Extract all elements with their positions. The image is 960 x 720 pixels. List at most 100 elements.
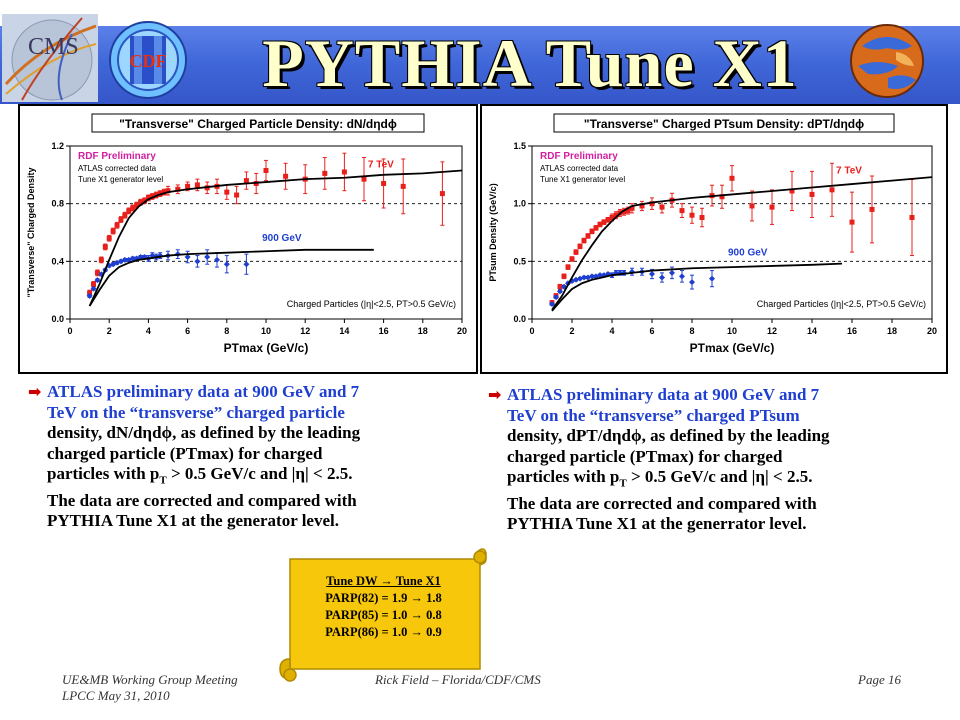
data-point-7tev (322, 170, 328, 176)
data-point-7tev (91, 281, 97, 287)
x-tick-label: 16 (379, 326, 389, 336)
y-tick-label: 0.0 (513, 314, 526, 324)
data-point-7tev (149, 193, 155, 199)
data-point-7tev (909, 215, 915, 221)
bullet-right-line5: particles with pT > 0.5 GeV/c and |η| < … (507, 467, 813, 490)
data-point-7tev (122, 212, 128, 218)
data-point-900gev (589, 273, 595, 280)
chart-right: "Transverse" Charged PTsum Density: dPT/… (480, 104, 948, 374)
bullet-left-line6: The data are corrected and compared with (47, 490, 357, 510)
data-point-7tev (381, 180, 387, 186)
y-axis-label: "Transverse" Charged Density (26, 167, 36, 297)
data-point-900gev (585, 274, 591, 281)
data-point-900gev (106, 262, 113, 269)
x-tick-label: 14 (339, 326, 349, 336)
x-tick-label: 4 (146, 326, 151, 336)
cms-logo: CMS (2, 14, 98, 102)
data-point-7tev (593, 225, 599, 231)
y-tick-label: 0.4 (51, 256, 64, 266)
data-point-7tev (175, 186, 181, 192)
footer-author: Rick Field – Florida/CDF/CMS (375, 672, 541, 687)
data-point-7tev (118, 217, 124, 223)
data-point-7tev (165, 188, 171, 194)
data-point-7tev (581, 238, 587, 244)
bullet-right-line4: charged particle (PTmax) for charged (507, 446, 783, 466)
label-900gev: 900 GeV (728, 248, 768, 259)
data-point-900gev (659, 274, 665, 281)
data-point-7tev (749, 203, 755, 209)
data-point-7tev (597, 221, 603, 227)
data-point-7tev (243, 178, 249, 184)
florida-logo (848, 22, 926, 100)
x-tick-label: 10 (261, 326, 271, 336)
bullet-right-line2: TeV on the “transverse” charged PTsum (507, 405, 800, 425)
data-point-7tev (699, 215, 705, 221)
bullet-left-line1: ATLAS preliminary data at 900 GeV and 7 (47, 382, 360, 401)
data-point-7tev (98, 257, 104, 263)
data-point-900gev (669, 269, 675, 276)
chart-left-svg: "Transverse" Charged Particle Density: d… (26, 113, 467, 355)
label-7tev: 7 TeV (836, 166, 862, 177)
chart-title: "Transverse" Charged PTsum Density: dPT/… (584, 117, 864, 131)
bullet-right-line6: The data are corrected and compared with (507, 493, 817, 513)
chart-title: "Transverse" Charged Particle Density: d… (119, 117, 397, 131)
data-point-7tev (585, 233, 591, 239)
data-point-7tev (134, 202, 140, 208)
data-point-7tev (263, 168, 269, 174)
chart-left: "Transverse" Charged Particle Density: d… (18, 104, 478, 374)
chart-title-box (91, 113, 425, 133)
bullet-left: ➡ ATLAS preliminary data at 900 GeV and … (28, 382, 447, 532)
data-point-900gev (649, 271, 655, 278)
svg-text:CDF: CDF (130, 51, 167, 71)
x-tick-label: 20 (457, 326, 467, 336)
x-tick-label: 2 (569, 326, 574, 336)
footer-page: Page 16 (858, 672, 901, 687)
data-point-7tev (589, 228, 595, 234)
bullet-arrow-icon: ➡ (488, 385, 502, 404)
chart-title-box (553, 113, 895, 133)
data-point-7tev (621, 209, 627, 215)
data-point-7tev (185, 183, 191, 189)
data-point-7tev (106, 235, 112, 241)
data-point-7tev (605, 217, 611, 223)
data-point-900gev (605, 271, 611, 278)
data-point-900gev (549, 301, 555, 308)
x-tick-label: 8 (689, 326, 694, 336)
data-point-7tev (573, 249, 579, 255)
data-point-7tev (565, 264, 571, 270)
data-point-7tev (659, 204, 665, 210)
x-tick-label: 16 (847, 326, 857, 336)
legend-atlas: ATLAS corrected data (540, 164, 619, 173)
bullet-right-line3: density, dPT/dηdϕ, as defined by the lea… (507, 426, 830, 445)
data-point-7tev (102, 244, 108, 250)
scroll-line1: Tune DW → Tune X1 (326, 574, 441, 588)
data-point-7tev (829, 187, 835, 193)
data-point-7tev (138, 199, 144, 205)
data-point-900gev (204, 254, 211, 261)
x-tick-label: 18 (887, 326, 897, 336)
data-point-7tev (141, 198, 147, 204)
data-point-900gev (689, 279, 695, 286)
data-point-7tev (194, 182, 200, 188)
scroll-shape (279, 548, 487, 682)
x-tick-label: 0 (529, 326, 534, 336)
charged-particle-cut-label: Charged Particles (|η|<2.5, PT>0.5 GeV/c… (287, 299, 456, 309)
data-point-7tev (234, 192, 240, 198)
bullet-right-line1: ATLAS preliminary data at 900 GeV and 7 (507, 385, 820, 404)
label-7tev: 7 TeV (368, 160, 394, 171)
x-tick-label: 4 (609, 326, 614, 336)
data-point-7tev (769, 204, 775, 210)
x-tick-label: 2 (107, 326, 112, 336)
data-point-900gev (553, 294, 559, 301)
bullet-left-line2: TeV on the “transverse” charged particle (47, 402, 345, 422)
data-point-900gev (94, 277, 101, 284)
bullet-right: ➡ ATLAS preliminary data at 900 GeV and … (488, 385, 927, 535)
charged-particle-cut-label: Charged Particles (|η|<2.5, PT>0.5 GeV/c… (757, 299, 926, 309)
data-point-900gev (557, 288, 563, 295)
legend-tune: Tune X1 generator level (540, 175, 625, 184)
data-point-7tev (126, 208, 132, 214)
data-point-7tev (130, 205, 136, 211)
bullet-left-line5: particles with pT > 0.5 GeV/c and |η| < … (47, 464, 353, 487)
data-point-7tev (849, 219, 855, 225)
scroll-line2: PARP(82) = 1.9 → 1.8 (325, 591, 442, 605)
